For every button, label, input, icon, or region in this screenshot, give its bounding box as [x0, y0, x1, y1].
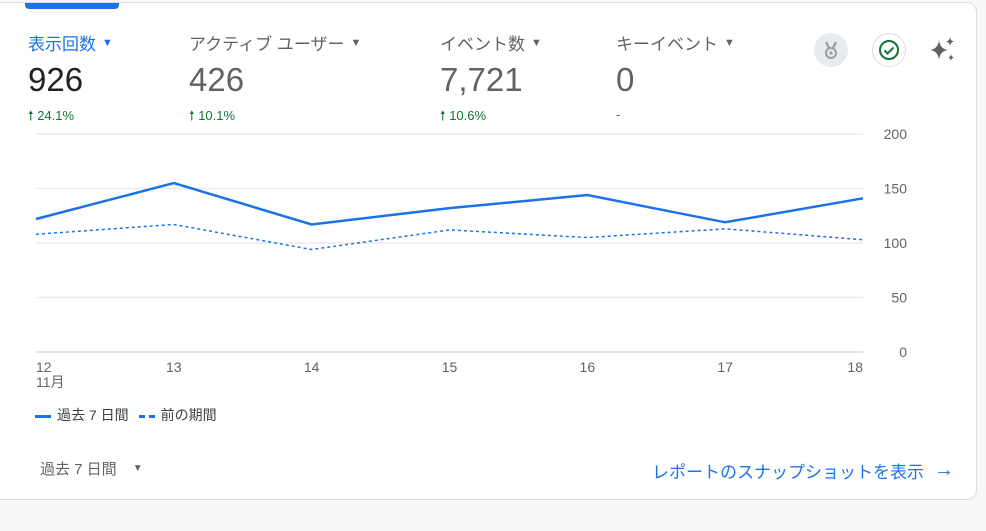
arrow-right-icon: →: [934, 459, 954, 481]
line-chart: 0 50 100 150 200 12 13 14 15 16 17 18 11月: [35, 126, 908, 390]
x-tick-label: 12: [36, 359, 52, 375]
x-tick-label: 14: [304, 359, 320, 375]
y-tick-label: 150: [884, 181, 908, 197]
metric-label-text: アクティブ ユーザー: [189, 35, 345, 54]
arrow-up-icon: 🠕: [28, 108, 34, 123]
active-tab-indicator: [25, 3, 119, 9]
metric-tab[interactable]: イベント数 ▼ 7,721 🠕 10.6%: [440, 30, 542, 129]
metric-label[interactable]: イベント数 ▼: [440, 30, 542, 55]
y-tick-label: 0: [899, 344, 907, 360]
medal-icon[interactable]: [814, 33, 848, 67]
metric-change-value: -: [616, 107, 621, 122]
metric-change-value: 24.1%: [37, 108, 75, 123]
check-circle-icon[interactable]: [872, 33, 906, 67]
y-tick-label: 50: [891, 290, 907, 306]
metric-label-text: イベント数: [440, 35, 525, 54]
caret-down-icon: ▼: [350, 36, 362, 49]
series-line-current: [35, 181, 864, 226]
legend-swatch-solid: [35, 414, 51, 418]
metric-value: 926: [28, 61, 84, 98]
metric-change: 🠕 10.6%: [440, 107, 542, 129]
metric-tab[interactable]: アクティブ ユーザー ▼ 426 🠕 10.1%: [189, 30, 361, 129]
view-snapshot-label: レポートのスナップショットを表示: [652, 463, 924, 482]
caret-down-icon: ▼: [102, 36, 113, 49]
metric-change: 🠕 24.1%: [28, 107, 113, 129]
metric-label[interactable]: アクティブ ユーザー ▼: [189, 30, 361, 55]
date-range-dropdown[interactable]: 過去 7 日間 ▼: [40, 458, 143, 479]
x-sublabel: 11月: [36, 374, 65, 390]
metric-label[interactable]: キーイベント ▼: [616, 30, 735, 55]
legend-item-previous: 前の期間: [138, 405, 217, 425]
metric-tab[interactable]: キーイベント ▼ 0 -: [616, 30, 735, 122]
legend-label: 過去 7 日間: [57, 407, 129, 423]
metric-tab[interactable]: 表示回数 ▼ 926 🠕 24.1%: [28, 30, 113, 129]
metric-label-text: 表示回数: [28, 35, 96, 54]
x-tick-label: 16: [580, 359, 596, 375]
date-range-label: 過去 7 日間: [40, 461, 117, 478]
metric-value: 7,721: [440, 61, 523, 98]
legend-swatch-dashed: [138, 414, 155, 418]
chart-legend: 過去 7 日間 前の期間: [35, 405, 217, 425]
caret-down-icon: ▼: [132, 463, 143, 474]
metric-change-value: 10.6%: [449, 108, 487, 123]
y-tick-label: 100: [884, 235, 908, 251]
metric-label-text: キーイベント: [616, 35, 718, 54]
metric-label[interactable]: 表示回数 ▼: [28, 30, 113, 55]
y-tick-label: 200: [884, 126, 908, 142]
metric-change: -: [616, 107, 735, 122]
metric-change-value: 10.1%: [198, 108, 236, 123]
sparkle-icon[interactable]: [925, 33, 959, 67]
x-tick-label: 13: [166, 359, 182, 375]
legend-item-current: 過去 7 日間: [35, 405, 129, 425]
metric-change: 🠕 10.1%: [189, 107, 361, 129]
overview-card: [0, 2, 977, 500]
caret-down-icon: ▼: [724, 36, 735, 49]
legend-label: 前の期間: [160, 407, 217, 423]
metric-value: 0: [616, 61, 635, 98]
arrow-up-icon: 🠕: [189, 108, 195, 123]
x-tick-label: 17: [717, 359, 733, 375]
series-line-previous: [35, 223, 864, 251]
x-tick-label: 15: [442, 359, 458, 375]
arrow-up-icon: 🠕: [440, 108, 446, 123]
view-snapshot-link[interactable]: レポートのスナップショットを表示 →: [652, 458, 954, 483]
x-tick-label: 18: [847, 359, 863, 375]
caret-down-icon: ▼: [531, 36, 542, 49]
metric-value: 426: [189, 61, 245, 98]
